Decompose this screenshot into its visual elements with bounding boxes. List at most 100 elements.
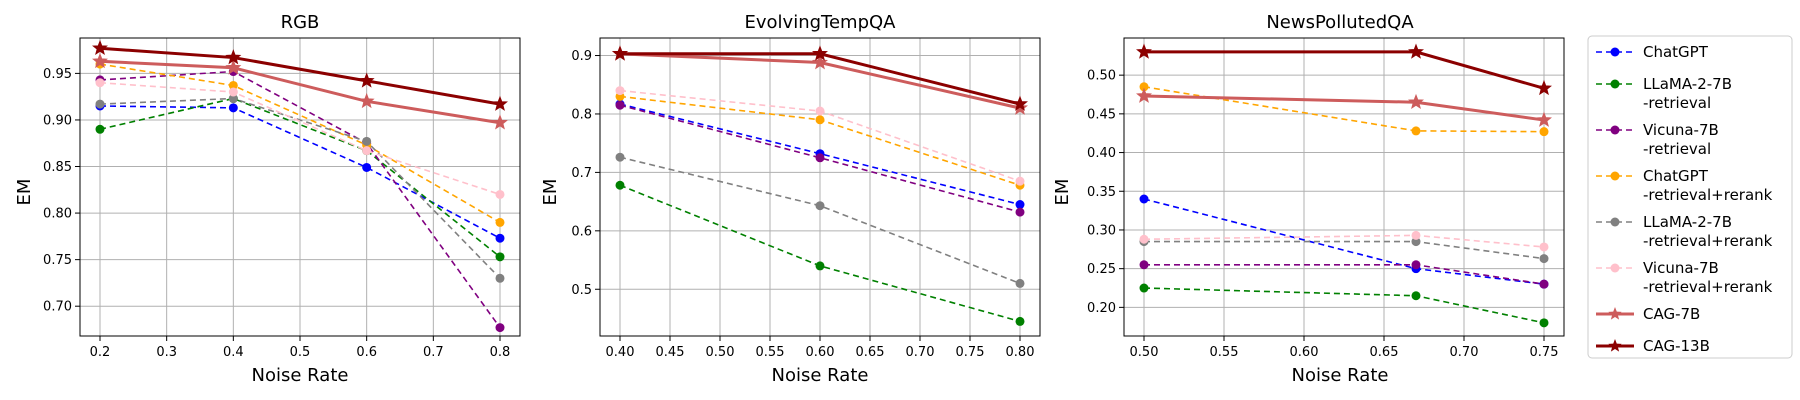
newspollutedqa-y-tick-label: 0.25 bbox=[1087, 262, 1116, 277]
newspollutedqa-point-llama-2-7b-retrieval-rerank bbox=[1539, 254, 1549, 264]
rgb-y-tick-label: 0.90 bbox=[43, 113, 72, 128]
newspollutedqa-point-llama-2-7b-retrieval bbox=[1139, 283, 1149, 293]
rgb-series-cag-13b bbox=[92, 39, 508, 111]
rgb-x-tick-label: 0.2 bbox=[90, 345, 111, 360]
newspollutedqa-y-axis-label: EM bbox=[1052, 179, 1073, 206]
evolvingtempqa-panel-title: EvolvingTempQA bbox=[745, 12, 897, 33]
evolvingtempqa-series-cag-13b bbox=[612, 45, 1028, 111]
newspollutedqa-panel-title: NewsPollutedQA bbox=[1266, 12, 1414, 33]
evolvingtempqa-point-llama-2-7b-retrieval bbox=[615, 180, 625, 190]
newspollutedqa-point-llama-2-7b-retrieval bbox=[1411, 291, 1421, 301]
legend-frame bbox=[1587, 35, 1793, 359]
evolvingtempqa-x-tick-label: 0.40 bbox=[606, 345, 635, 360]
newspollutedqa-panel: NewsPollutedQA Noise Rate EM 0.50 0.55 0.6… bbox=[1052, 12, 1565, 386]
newspollutedqa-point-chatgpt-retrieval-rerank bbox=[1139, 82, 1149, 92]
newspollutedqa-point-vicuna-7b-retrieval-rerank bbox=[1539, 242, 1549, 252]
newspollutedqa-point-cag-13b bbox=[1536, 79, 1552, 96]
newspollutedqa-point-chatgpt-retrieval-rerank bbox=[1539, 127, 1549, 137]
legend-label: Vicuna-7B bbox=[1643, 121, 1719, 139]
evolvingtempqa-y-tick-label: 0.9 bbox=[571, 49, 592, 64]
rgb-point-vicuna-7b-retrieval-rerank bbox=[495, 189, 505, 199]
evolvingtempqa-panel: EvolvingTempQA Noise Rate EM 0.40 0.45 0.5… bbox=[540, 12, 1041, 386]
rgb-panel: RGB Noise Rate EM 0.2 0.3 0.4 0.5 0.6 0.7 0.80… bbox=[14, 12, 521, 386]
evolvingtempqa-x-tick-label: 0.65 bbox=[856, 345, 885, 360]
newspollutedqa-plot-frame bbox=[1123, 37, 1565, 337]
rgb-line-llama-2-7b-retrieval-rerank bbox=[99, 97, 501, 279]
newspollutedqa-point-vicuna-7b-retrieval bbox=[1411, 260, 1421, 270]
newspollutedqa-point-cag-7b bbox=[1408, 93, 1424, 110]
evolvingtempqa-series-vicuna-7b-retrieval bbox=[615, 100, 1025, 217]
rgb-point-chatgpt bbox=[362, 162, 372, 172]
newspollutedqa-series-vicuna-7b-retrieval bbox=[1139, 260, 1549, 289]
rgb-point-cag-7b bbox=[358, 92, 375, 109]
rgb-point-cag-7b bbox=[92, 52, 108, 69]
evolvingtempqa-x-tick-label: 0.50 bbox=[706, 345, 735, 360]
newspollutedqa-series-llama-2-7b-retrieval-rerank bbox=[1139, 237, 1549, 264]
rgb-point-llama-2-7b-retrieval-rerank bbox=[495, 273, 505, 283]
rgb-x-tick-label: 0.3 bbox=[156, 345, 177, 360]
rgb-point-cag-7b bbox=[225, 59, 242, 75]
newspollutedqa-series-cag-7b bbox=[1136, 87, 1552, 127]
legend-marker-1 bbox=[1610, 79, 1620, 89]
newspollutedqa-x-tick-label: 0.50 bbox=[1130, 345, 1159, 360]
evolvingtempqa-y-tick-label: 0.5 bbox=[571, 283, 592, 298]
evolvingtempqa-plot-frame bbox=[599, 37, 1041, 337]
evolvingtempqa-point-llama-2-7b-retrieval bbox=[815, 261, 825, 271]
evolvingtempqa-x-tick-label: 0.70 bbox=[906, 345, 935, 360]
rgb-y-tick-label: 0.75 bbox=[43, 253, 72, 268]
newspollutedqa-series-vicuna-7b-retrieval-rerank bbox=[1139, 230, 1549, 252]
newspollutedqa-x-axis-label: Noise Rate bbox=[1292, 365, 1389, 386]
rgb-point-chatgpt bbox=[228, 103, 238, 113]
newspollutedqa-series-cag-13b bbox=[1136, 43, 1552, 96]
evolvingtempqa-point-cag-7b bbox=[812, 54, 828, 70]
evolvingtempqa-x-tick-label: 0.75 bbox=[956, 345, 985, 360]
rgb-x-tick-label: 0.6 bbox=[356, 345, 377, 360]
rgb-line-cag-13b bbox=[99, 46, 501, 106]
newspollutedqa-grid bbox=[1124, 38, 1564, 336]
evolvingtempqa-point-chatgpt bbox=[1015, 200, 1025, 210]
legend-marker-6 bbox=[1608, 307, 1622, 320]
evolvingtempqa-y-tick-label: 0.8 bbox=[571, 107, 592, 122]
legend-label: -retrieval+rerank bbox=[1643, 278, 1773, 296]
rgb-line-cag-7b bbox=[99, 59, 501, 125]
legend: ChatGPTLLaMA-2-7B-retrievalVicuna-7B-ret… bbox=[1587, 35, 1793, 359]
newspollutedqa-point-chatgpt-retrieval-rerank bbox=[1411, 126, 1421, 136]
newspollutedqa-point-chatgpt bbox=[1139, 194, 1149, 204]
rgb-y-tick-label: 0.70 bbox=[43, 300, 72, 315]
evolvingtempqa-y-tick-label: 0.6 bbox=[571, 224, 592, 239]
newspollutedqa-series-llama-2-7b-retrieval bbox=[1139, 283, 1549, 328]
evolvingtempqa-x-tick-label: 0.55 bbox=[756, 345, 785, 360]
evolvingtempqa-line-chatgpt bbox=[619, 103, 1021, 206]
evolvingtempqa-point-vicuna-7b-retrieval bbox=[815, 153, 825, 163]
newspollutedqa-point-llama-2-7b-retrieval bbox=[1539, 318, 1549, 328]
newspollutedqa-point-vicuna-7b-retrieval-rerank bbox=[1411, 230, 1421, 240]
newspollutedqa-series-chatgpt-retrieval-rerank bbox=[1139, 82, 1549, 137]
evolvingtempqa-x-axis-label: Noise Rate bbox=[772, 365, 869, 386]
evolvingtempqa-grid bbox=[600, 38, 1040, 336]
evolvingtempqa-line-vicuna-7b-retrieval bbox=[619, 104, 1021, 213]
evolvingtempqa-point-cag-13b bbox=[1012, 95, 1028, 111]
legend-marker-2 bbox=[1610, 125, 1620, 135]
newspollutedqa-y-tick-label: 0.40 bbox=[1087, 146, 1116, 161]
rgb-point-chatgpt-retrieval-rerank bbox=[228, 80, 238, 90]
newspollutedqa-x-tick-label: 0.65 bbox=[1370, 345, 1399, 360]
rgb-point-llama-2-7b-retrieval-rerank bbox=[95, 99, 105, 109]
newspollutedqa-y-tick-label: 0.20 bbox=[1087, 301, 1116, 316]
legend-label: -retrieval bbox=[1643, 94, 1711, 112]
evolvingtempqa-series-llama-2-7b-retrieval bbox=[615, 180, 1025, 326]
rgb-y-tick-label: 0.95 bbox=[43, 67, 72, 82]
rgb-point-llama-2-7b-retrieval bbox=[495, 252, 505, 262]
rgb-y-tick-label: 0.80 bbox=[43, 207, 72, 222]
newspollutedqa-y-tick-label: 0.45 bbox=[1087, 107, 1116, 122]
evolvingtempqa-point-cag-13b bbox=[612, 45, 628, 61]
evolvingtempqa-x-tick-label: 0.45 bbox=[656, 345, 685, 360]
evolvingtempqa-point-llama-2-7b-retrieval bbox=[1015, 316, 1025, 326]
rgb-point-cag-7b bbox=[492, 114, 508, 130]
evolvingtempqa-point-llama-2-7b-retrieval-rerank bbox=[815, 201, 825, 211]
newspollutedqa-y-tick-label: 0.30 bbox=[1087, 223, 1116, 238]
evolvingtempqa-point-llama-2-7b-retrieval-rerank bbox=[615, 152, 625, 162]
evolvingtempqa-point-vicuna-7b-retrieval bbox=[615, 100, 625, 110]
newspollutedqa-y-tick-label: 0.35 bbox=[1087, 185, 1116, 200]
rgb-point-vicuna-7b-retrieval-rerank bbox=[228, 87, 238, 97]
